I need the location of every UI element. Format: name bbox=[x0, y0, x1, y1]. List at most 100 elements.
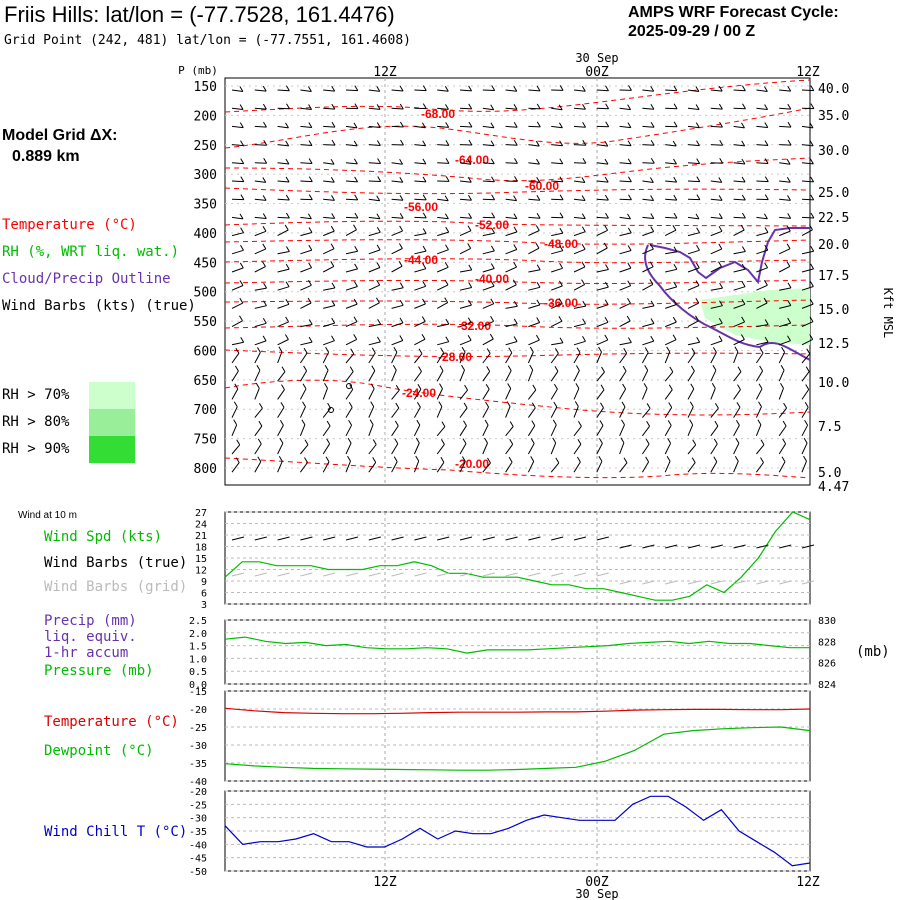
upper-wind-barb-flag bbox=[649, 243, 654, 250]
upper-wind-barb-flag bbox=[308, 176, 313, 182]
upper-wind-barb-flag bbox=[558, 122, 563, 128]
upper-wind-barb-flag bbox=[650, 139, 655, 146]
upper-wind-barb-flag bbox=[559, 337, 564, 343]
upper-wind-barb bbox=[437, 162, 450, 164]
upper-wind-barb-flag bbox=[787, 335, 791, 341]
upper-wind-barb-flag bbox=[467, 176, 472, 183]
upper-wind-barb-flag bbox=[781, 456, 786, 462]
upper-wind-barb-flag bbox=[376, 244, 381, 251]
pressure-tick-label: 824 bbox=[818, 680, 836, 691]
upper-wind-barb-flag bbox=[490, 280, 495, 287]
upper-wind-barb bbox=[573, 180, 585, 183]
upper-wind-barb-flag bbox=[399, 213, 404, 219]
upper-wind-barb bbox=[596, 269, 609, 273]
top-time-label: 00Z bbox=[585, 65, 609, 80]
upper-wind-barb-flag bbox=[536, 212, 541, 219]
temperature-contour bbox=[224, 239, 811, 245]
upper-wind-barb-flag bbox=[325, 347, 330, 353]
upper-wind-barb bbox=[436, 370, 444, 382]
upper-wind-barb bbox=[687, 285, 700, 291]
upper-wind-barb bbox=[345, 229, 357, 237]
temperature-legend: Temperature (°C) bbox=[2, 217, 137, 233]
upper-wind-barb-flag bbox=[285, 263, 290, 270]
upper-wind-barb-flag bbox=[582, 336, 586, 342]
upper-wind-barb-flag bbox=[536, 299, 541, 306]
upper-wind-barb bbox=[414, 180, 427, 183]
pressure-tick-label: 826 bbox=[818, 659, 836, 670]
upper-wind-barb-flag bbox=[507, 383, 512, 389]
upper-wind-barb bbox=[391, 230, 403, 237]
upper-wind-barb bbox=[254, 125, 267, 128]
upper-wind-barb-flag bbox=[810, 176, 815, 183]
upper-wind-barb bbox=[437, 266, 449, 273]
upper-wind-barb bbox=[733, 303, 746, 309]
upper-wind-barb bbox=[231, 144, 244, 147]
upper-wind-barb-flag bbox=[284, 334, 289, 340]
upper-wind-barb-flag bbox=[490, 245, 495, 252]
upper-wind-barb-flag bbox=[256, 365, 261, 371]
upper-wind-barb-flag bbox=[535, 225, 540, 231]
upper-wind-barb-flag bbox=[782, 438, 787, 445]
upper-wind-barb bbox=[391, 162, 403, 165]
upper-wind-barb bbox=[299, 406, 306, 418]
surface-wind-barb-grid bbox=[323, 572, 336, 577]
upper-wind-barb-flag bbox=[696, 158, 701, 164]
upper-wind-barb-flag bbox=[422, 176, 427, 183]
upper-wind-barb bbox=[642, 323, 655, 328]
upper-wind-barb bbox=[550, 353, 559, 364]
upper-wind-barb-flag bbox=[308, 244, 313, 251]
upper-wind-barb bbox=[527, 351, 534, 364]
surface-wind-barb-true bbox=[779, 544, 792, 549]
surface-wind-barb-grid bbox=[345, 572, 359, 577]
upper-wind-barb bbox=[641, 443, 650, 455]
upper-wind-barb-flag bbox=[416, 419, 421, 426]
upper-wind-barb-flag bbox=[513, 122, 518, 128]
upper-wind-barb-flag bbox=[650, 195, 655, 201]
upper-wind-barb bbox=[437, 89, 449, 92]
upper-wind-barb bbox=[323, 162, 335, 165]
upper-wind-barb bbox=[573, 425, 582, 437]
upper-wind-barb bbox=[437, 249, 449, 255]
upper-wind-barb bbox=[231, 180, 244, 183]
upper-wind-barb-flag bbox=[331, 317, 336, 324]
upper-wind-barb bbox=[391, 248, 403, 255]
surface-wind-barb-grid bbox=[801, 580, 815, 585]
upper-wind-barb bbox=[436, 426, 446, 437]
upper-wind-barb bbox=[277, 89, 290, 92]
upper-wind-barb-flag bbox=[468, 195, 472, 201]
pressure-tick-label: 700 bbox=[194, 403, 217, 418]
upper-wind-barb bbox=[345, 268, 358, 273]
upper-wind-barb bbox=[733, 107, 746, 110]
upper-wind-barb bbox=[413, 371, 422, 382]
upper-wind-barb bbox=[687, 232, 700, 237]
upper-wind-barb-flag bbox=[468, 299, 472, 306]
upper-wind-barb-flag bbox=[809, 298, 814, 305]
wind-barb-legend: Wind Barbs (kts) (true) bbox=[2, 298, 196, 314]
upper-wind-barb bbox=[368, 284, 380, 291]
upper-wind-barb bbox=[801, 180, 814, 183]
upper-wind-barb-flag bbox=[741, 316, 746, 323]
upper-wind-barb-flag bbox=[395, 402, 400, 409]
surface-wind-barb-true bbox=[231, 536, 245, 541]
upper-wind-barb bbox=[801, 216, 814, 219]
surface-wind-barb-true bbox=[300, 536, 313, 541]
upper-wind-barb bbox=[254, 287, 267, 291]
upper-wind-barb bbox=[277, 425, 284, 437]
upper-wind-barb bbox=[254, 89, 267, 92]
upper-wind-barb bbox=[437, 107, 449, 110]
upper-wind-barb-flag bbox=[353, 298, 358, 305]
upper-wind-barb-flag bbox=[331, 85, 336, 92]
upper-wind-barb bbox=[779, 107, 791, 110]
upper-wind-barb-flag bbox=[439, 383, 443, 389]
upper-wind-barb-flag bbox=[719, 300, 723, 306]
precip-tick-label: 2.5 bbox=[189, 616, 207, 627]
upper-wind-barb bbox=[756, 249, 768, 255]
upper-wind-barb-flag bbox=[371, 365, 376, 372]
upper-wind-barb-flag bbox=[581, 195, 586, 201]
upper-wind-barb-flag bbox=[422, 298, 426, 305]
surface-wind-barb-true bbox=[528, 536, 541, 541]
upper-wind-barb-flag bbox=[444, 297, 449, 303]
upper-wind-barb bbox=[413, 389, 422, 400]
upper-wind-barb bbox=[642, 231, 654, 237]
upper-wind-barb bbox=[368, 388, 375, 400]
